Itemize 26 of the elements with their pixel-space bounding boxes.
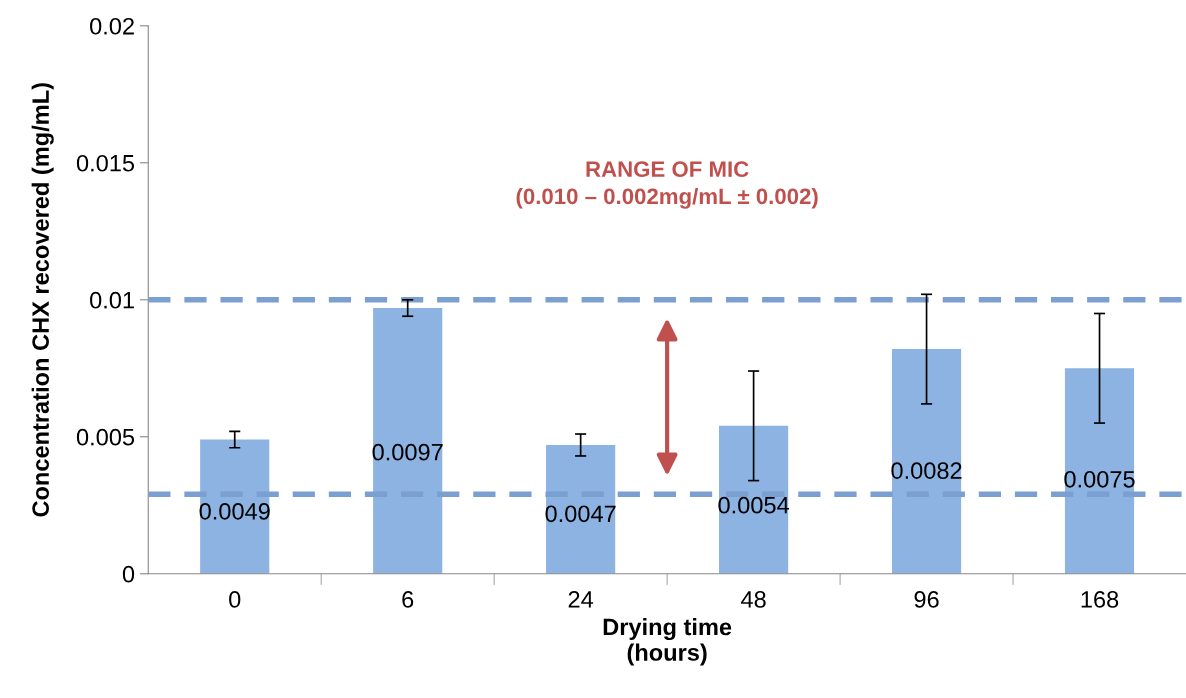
x-tick-label: 0 <box>229 591 241 608</box>
x-tick-label: 48 <box>741 591 766 608</box>
bar <box>719 425 789 574</box>
bar <box>546 444 616 574</box>
x-tick-label: 168 <box>1081 591 1119 608</box>
y-tick-label: 0.005 <box>76 428 135 446</box>
x-tick-label: 96 <box>914 591 939 608</box>
y-tick-label: 0.02 <box>90 17 134 35</box>
bar <box>1064 368 1135 574</box>
x-tick-label: 24 <box>568 591 594 608</box>
bar <box>891 349 962 574</box>
data-label: 0.0049 <box>199 502 270 520</box>
y-axis-title: Concentration CHX recovered (mg/mL) <box>31 83 54 517</box>
x-axis-title: Drying time (hours) <box>603 617 732 666</box>
y-tick-label: 0.01 <box>90 291 134 309</box>
data-label: 0.0075 <box>1064 470 1135 488</box>
y-tick-label: 0 <box>122 565 135 583</box>
y-tick-label: 0.015 <box>76 154 135 172</box>
data-label: 0.0082 <box>891 462 962 479</box>
bar <box>200 439 270 574</box>
x-tick-label: 6 <box>402 591 414 608</box>
bar <box>373 308 443 574</box>
data-label: 0.0047 <box>545 505 616 523</box>
data-label: 0.0097 <box>372 443 443 461</box>
annotation: RANGE OF MIC (0.010 – 0.002mg/mL ± 0.002) <box>516 161 818 209</box>
data-label: 0.0054 <box>718 496 790 514</box>
